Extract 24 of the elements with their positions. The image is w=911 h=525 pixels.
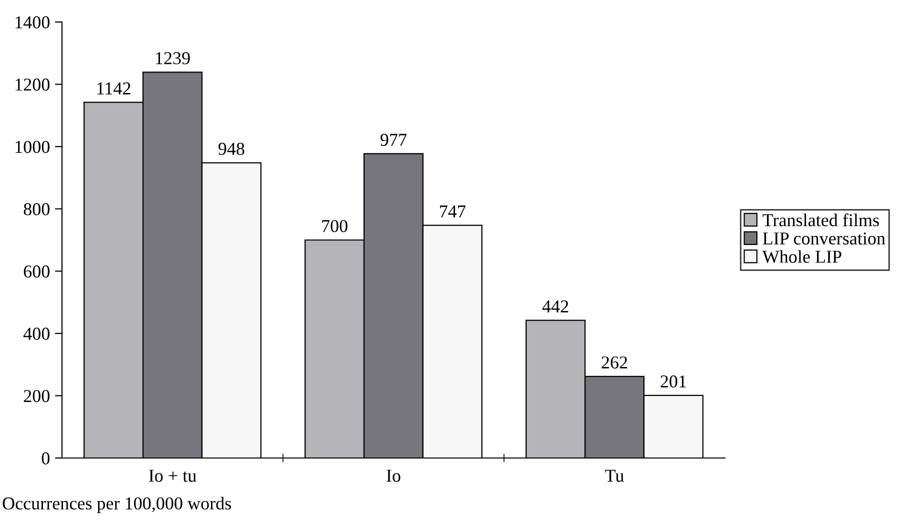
y-tick-label: 400 [23, 328, 50, 340]
y-tick-label: 200 [24, 390, 50, 402]
y-tick-label: 1200 [16, 78, 50, 91]
data-label: 747 [440, 205, 466, 218]
x-tick-label: Tu [605, 470, 624, 482]
y-tick-label: 0 [42, 452, 50, 464]
y-tick-label: 1000 [16, 140, 50, 154]
legend-label: LIP conversation [762, 232, 886, 245]
text: Occurrences per 100,000 words [2, 496, 231, 514]
data-label: 1142 [97, 82, 130, 94]
data-label: 262 [602, 356, 628, 369]
y-tick-label: 800 [24, 203, 50, 216]
x-tick-label: Io + tu [149, 470, 196, 482]
data-label: 1239 [156, 52, 190, 64]
x-tick-label: Io [386, 470, 400, 482]
legend-label: Whole LIP [762, 250, 842, 263]
data-label: 977 [380, 134, 407, 146]
y-tick-label: 600 [24, 265, 50, 278]
data-label: 442 [542, 300, 568, 312]
data-label: 700 [322, 220, 348, 232]
data-label: 948 [218, 142, 244, 155]
legend-label: Translated films [762, 213, 879, 226]
data-label: 201 [660, 375, 686, 388]
y-tick-label: 1400 [16, 16, 50, 28]
